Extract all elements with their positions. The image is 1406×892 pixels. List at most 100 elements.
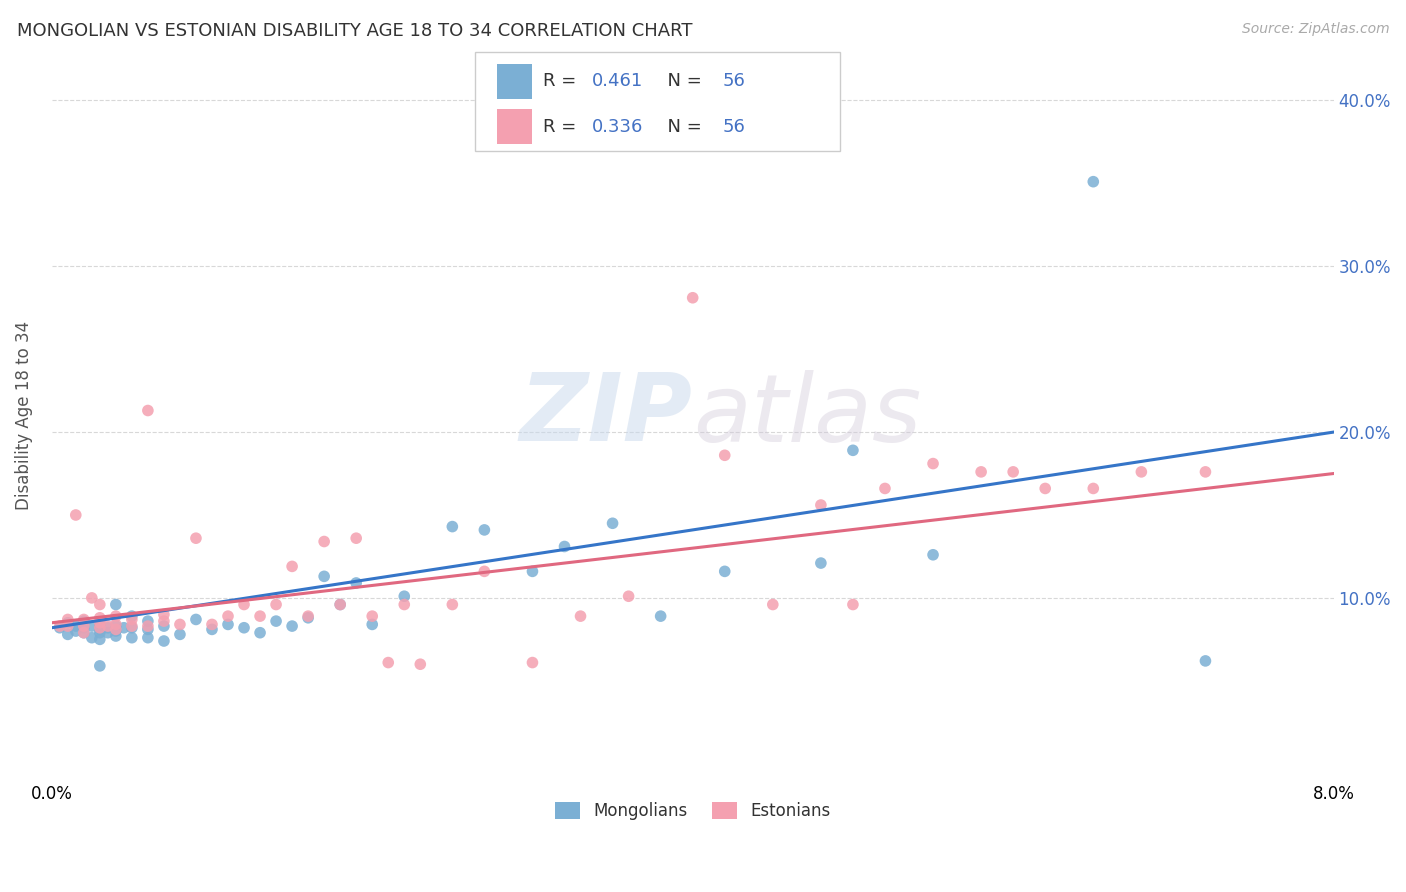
Point	[169, 617, 191, 632]
Point	[89, 621, 111, 635]
Point	[1083, 175, 1105, 189]
Point	[89, 659, 111, 673]
Point	[136, 403, 159, 417]
Point	[104, 619, 127, 633]
Point	[264, 614, 287, 628]
Point	[281, 559, 304, 574]
Point	[922, 457, 945, 471]
Point	[89, 611, 111, 625]
Point	[233, 621, 256, 635]
Point	[344, 531, 367, 545]
Point	[80, 619, 103, 633]
Point	[121, 621, 143, 635]
Point	[136, 614, 159, 628]
Y-axis label: Disability Age 18 to 34: Disability Age 18 to 34	[15, 321, 32, 510]
Point	[922, 548, 945, 562]
Point	[89, 625, 111, 640]
Point	[713, 565, 735, 579]
Point	[1033, 482, 1056, 496]
Point	[121, 619, 143, 633]
Point	[104, 624, 127, 638]
Point	[153, 614, 176, 628]
FancyBboxPatch shape	[475, 52, 841, 151]
Point	[842, 598, 865, 612]
Point	[1002, 465, 1025, 479]
Point	[217, 609, 239, 624]
Point	[73, 621, 96, 635]
Text: 56: 56	[723, 118, 745, 136]
Point	[264, 598, 287, 612]
Point	[617, 589, 640, 603]
FancyBboxPatch shape	[496, 110, 533, 145]
Point	[249, 609, 271, 624]
Point	[56, 619, 79, 633]
Text: atlas: atlas	[693, 370, 921, 461]
Point	[1130, 465, 1153, 479]
Point	[522, 656, 544, 670]
Point	[65, 619, 87, 633]
Text: N =: N =	[655, 72, 707, 90]
Point	[153, 634, 176, 648]
Point	[89, 617, 111, 632]
Point	[104, 598, 127, 612]
Point	[553, 540, 575, 554]
Point	[314, 569, 336, 583]
Text: 56: 56	[723, 72, 745, 90]
Point	[1194, 654, 1216, 668]
Text: ZIP: ZIP	[520, 369, 693, 461]
Point	[89, 615, 111, 630]
Point	[89, 598, 111, 612]
Point	[136, 623, 159, 637]
Point	[73, 625, 96, 640]
Point	[217, 617, 239, 632]
Point	[810, 498, 832, 512]
Point	[474, 523, 496, 537]
Point	[201, 623, 224, 637]
Point	[97, 619, 120, 633]
Point	[121, 631, 143, 645]
Point	[104, 609, 127, 624]
Point	[104, 623, 127, 637]
Point	[56, 627, 79, 641]
Point	[329, 598, 352, 612]
Point	[682, 291, 704, 305]
Point	[97, 625, 120, 640]
Point	[344, 576, 367, 591]
Point	[233, 598, 256, 612]
Point	[409, 657, 432, 672]
Point	[112, 621, 135, 635]
Point	[65, 508, 87, 522]
Point	[522, 565, 544, 579]
Point	[89, 632, 111, 647]
Point	[73, 614, 96, 628]
Point	[377, 656, 399, 670]
Point	[441, 598, 464, 612]
Point	[314, 534, 336, 549]
Point	[121, 609, 143, 624]
Point	[394, 598, 416, 612]
Text: R =: R =	[543, 72, 582, 90]
Point	[73, 625, 96, 640]
Point	[810, 556, 832, 570]
Point	[104, 629, 127, 643]
Point	[873, 482, 896, 496]
Point	[394, 589, 416, 603]
Point	[569, 609, 592, 624]
Point	[153, 607, 176, 622]
Point	[842, 443, 865, 458]
Point	[329, 598, 352, 612]
Point	[474, 565, 496, 579]
Point	[80, 591, 103, 605]
Point	[650, 609, 672, 624]
Point	[153, 619, 176, 633]
Point	[49, 619, 72, 633]
Text: 0.336: 0.336	[592, 118, 643, 136]
Point	[73, 619, 96, 633]
Point	[762, 598, 785, 612]
Point	[297, 611, 319, 625]
Point	[80, 631, 103, 645]
Point	[121, 612, 143, 626]
FancyBboxPatch shape	[496, 64, 533, 99]
Point	[169, 627, 191, 641]
Legend: Mongolians, Estonians: Mongolians, Estonians	[548, 795, 838, 827]
